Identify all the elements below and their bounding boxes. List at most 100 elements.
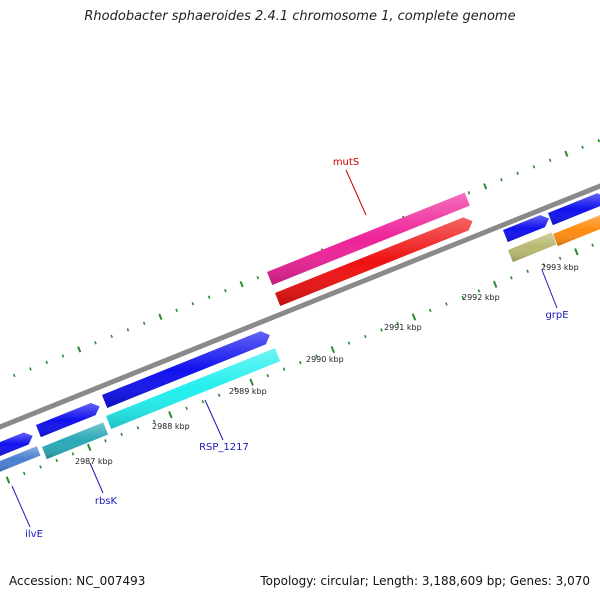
gene-features[interactable] bbox=[0, 192, 600, 473]
track-tick bbox=[158, 313, 163, 320]
gene-label-rbsk: rbsK bbox=[95, 496, 118, 507]
gene-label-ilve: ilvE bbox=[25, 529, 43, 540]
label-leader bbox=[541, 269, 558, 309]
ruler-tick bbox=[315, 354, 318, 358]
ruler-tick bbox=[120, 432, 123, 437]
track-tick bbox=[581, 145, 584, 149]
ruler-tick bbox=[510, 276, 513, 280]
track-tick bbox=[500, 178, 503, 182]
ruler-tick bbox=[168, 411, 173, 419]
gene-arrow-shade bbox=[508, 232, 557, 263]
ruler-tick bbox=[299, 360, 302, 365]
track-tick bbox=[61, 354, 65, 358]
ruler-tick bbox=[104, 439, 107, 443]
track-tick bbox=[239, 281, 244, 288]
gene-arrow-shade bbox=[275, 217, 473, 306]
track-tick bbox=[126, 328, 130, 332]
ruler-label: 2989 kbp bbox=[229, 387, 267, 396]
ruler-tick bbox=[71, 452, 75, 456]
map-title: Rhodobacter sphaeroides 2.4.1 chromosome… bbox=[84, 9, 516, 24]
gene-arrow-shade bbox=[106, 348, 281, 429]
ruler-tick bbox=[477, 289, 481, 293]
track-tick bbox=[110, 334, 113, 339]
genome-stats-text: Topology: circular; Length: 3,188,609 bp… bbox=[260, 574, 590, 588]
gene-arrow-shade bbox=[267, 192, 470, 285]
track-tick bbox=[483, 183, 488, 190]
ruler-tick bbox=[86, 443, 92, 452]
track-tick bbox=[467, 191, 471, 195]
label-leaders bbox=[11, 169, 558, 528]
track-tick bbox=[12, 373, 16, 378]
track-tick bbox=[191, 302, 195, 306]
track-tick bbox=[597, 139, 600, 143]
ruler-tick bbox=[136, 426, 140, 430]
genome-backbone bbox=[0, 183, 600, 430]
ruler-tick bbox=[234, 387, 237, 391]
gene-arrow-shade bbox=[42, 422, 109, 460]
ruler-tick bbox=[39, 465, 42, 469]
ruler-label: 2992 kbp bbox=[462, 293, 500, 302]
gene-arrow-shade bbox=[102, 331, 270, 408]
ruler-tick bbox=[411, 313, 417, 321]
ruler-tick bbox=[266, 373, 270, 378]
ruler-tick bbox=[5, 476, 11, 484]
track-tick bbox=[142, 321, 146, 325]
track-tick bbox=[77, 346, 82, 353]
ruler-tick bbox=[526, 269, 529, 273]
gene-arrow-shade bbox=[0, 446, 41, 472]
ruler-label: 2990 kbp bbox=[306, 355, 344, 364]
gene-label-muts: mutS bbox=[333, 157, 359, 168]
gene-arrow-shade bbox=[553, 215, 600, 247]
track-tick bbox=[532, 165, 536, 169]
ruler-tick bbox=[574, 248, 579, 256]
ruler-tick bbox=[217, 393, 221, 397]
label-leader bbox=[204, 399, 224, 441]
gene-labels: ilvE rbsK RSP_1217 mutS grpE bbox=[25, 157, 568, 540]
gene-label-grpe: grpE bbox=[545, 310, 568, 321]
track-tick bbox=[175, 308, 178, 312]
label-leader bbox=[11, 485, 31, 528]
ruler-ticks: 2987 kbp 2988 kbp 2989 kbp 2990 kbp 2991 kbp… bbox=[5, 243, 594, 484]
track-tick bbox=[516, 171, 519, 175]
ruler-tick bbox=[201, 400, 205, 404]
ruler-tick bbox=[542, 263, 546, 267]
ruler-tick bbox=[558, 256, 562, 260]
track-tick bbox=[29, 367, 32, 371]
gene-arrow-shade bbox=[0, 432, 33, 457]
track-tick bbox=[45, 360, 49, 365]
gene-arrow-shade bbox=[548, 193, 600, 226]
ruler-tick bbox=[461, 295, 465, 300]
accession-text: Accession: NC_007493 bbox=[9, 574, 146, 588]
ruler-tick bbox=[185, 406, 188, 410]
ruler-tick bbox=[591, 243, 594, 247]
ruler-tick bbox=[445, 302, 448, 306]
track-tick bbox=[224, 289, 227, 293]
ruler-label: 2988 kbp bbox=[152, 422, 190, 431]
track-tick bbox=[207, 295, 211, 299]
ruler-tick bbox=[396, 321, 400, 326]
gene-label-rsp-1217: RSP_1217 bbox=[199, 442, 249, 453]
label-leader bbox=[89, 462, 104, 494]
gene-arrow-shade bbox=[36, 403, 100, 438]
gene-arrow-shade bbox=[503, 215, 550, 243]
ruler-tick bbox=[330, 345, 336, 354]
ruler-label: 2987 kbp bbox=[75, 457, 113, 466]
ruler-tick bbox=[55, 458, 59, 463]
ruler-tick bbox=[363, 334, 367, 339]
ruler-label: 2991 kbp bbox=[384, 323, 422, 332]
label-leader bbox=[345, 169, 367, 216]
ruler-tick bbox=[22, 471, 26, 476]
ruler-tick bbox=[347, 341, 351, 345]
ruler-label: 2993 kbp bbox=[541, 263, 579, 272]
track-tick bbox=[94, 341, 97, 345]
track-tick bbox=[256, 275, 260, 280]
ruler-tick bbox=[428, 308, 432, 313]
track-tick bbox=[564, 150, 569, 157]
ruler-tick bbox=[380, 328, 383, 332]
track-tick bbox=[548, 158, 552, 162]
ruler-tick bbox=[492, 280, 498, 288]
ruler-tick bbox=[249, 378, 254, 386]
ruler-tick bbox=[282, 367, 286, 371]
ruler-tick bbox=[152, 419, 156, 423]
